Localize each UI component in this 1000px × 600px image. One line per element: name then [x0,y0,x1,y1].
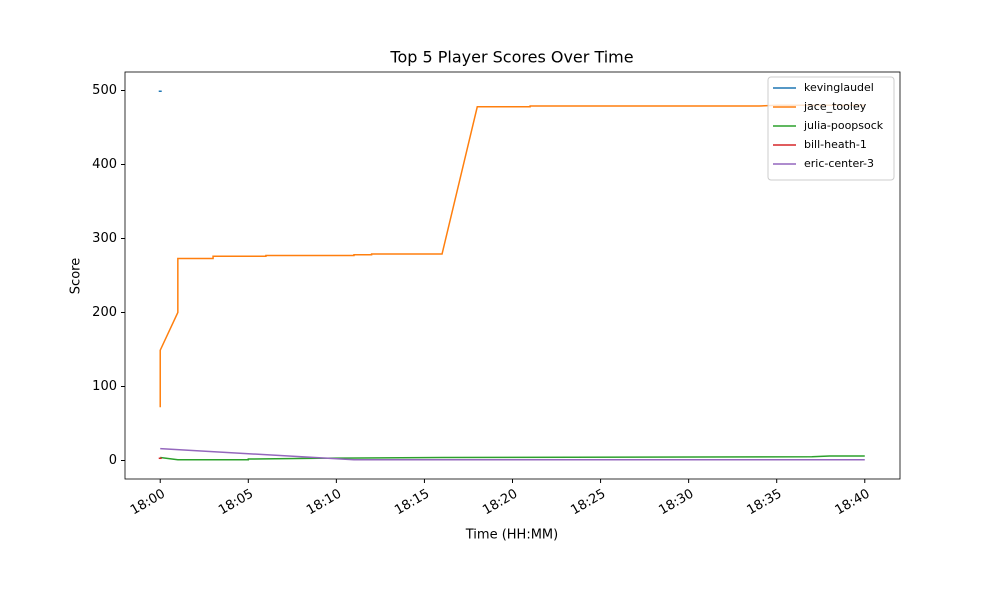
chart-title: Top 5 Player Scores Over Time [389,48,633,67]
x-tick-label: 18:00 [128,487,168,519]
y-tick-label: 0 [109,453,117,468]
x-axis-label: Time (HH:MM) [465,528,558,543]
x-tick-label: 18:20 [480,487,520,519]
y-tick-label: 200 [92,305,117,320]
legend-label: eric-center-3 [804,157,874,170]
x-tick-label: 18:05 [216,487,256,519]
plot-frame [124,71,901,480]
legend-label: kevinglaudel [804,81,874,94]
x-tick-label: 18:10 [304,487,344,519]
series-line [160,447,865,461]
legend-label: julia-poopsock [803,119,884,132]
y-tick-label: 300 [92,231,117,246]
y-axis-label: Score [69,258,84,294]
x-tick-label: 18:40 [833,487,873,519]
x-tick-label: 18:35 [745,487,785,519]
x-tick-label: 18:15 [392,487,432,519]
legend-label: bill-heath-1 [804,138,867,151]
y-tick-label: 400 [92,157,117,172]
series-line [159,104,865,408]
x-tick-label: 18:25 [568,487,608,519]
legend-label: jace_tooley [803,100,867,113]
x-tick-label: 18:30 [656,487,696,519]
y-tick-label: 500 [92,83,117,98]
legend: kevinglaudel jace_tooley julia-poopsock bil… [767,76,895,181]
y-tick-label: 100 [92,379,117,394]
legend-box [767,76,895,181]
